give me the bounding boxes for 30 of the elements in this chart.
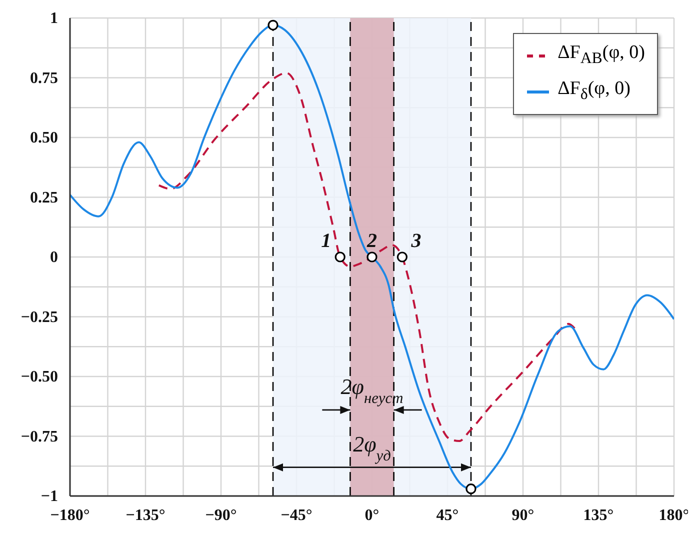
point — [334, 252, 346, 262]
y-tick-label: 1 — [50, 10, 58, 27]
x-tick-label: −45° — [280, 507, 312, 524]
x-tick-label: −90° — [205, 507, 237, 524]
legend-label: ΔF$_{AB}$(φ, 0) — [558, 41, 645, 69]
y-tick-label: −0.50 — [20, 368, 58, 386]
point — [366, 252, 378, 262]
x-tick-label: 90° — [512, 507, 534, 524]
y-tick-label: 0 — [50, 249, 58, 266]
annotation: 3 — [410, 230, 422, 252]
y-tick-label: −1 — [40, 488, 58, 505]
band-label: 2φ$_{неуст}$ — [340, 374, 404, 406]
y-tick-label: 0.25 — [30, 189, 58, 206]
point — [466, 484, 476, 494]
x-tick-label: 45° — [436, 507, 459, 524]
annotation: 1 — [321, 230, 332, 252]
y-tick-label: 0.50 — [30, 130, 58, 146]
y-tick-label: −0.25 — [20, 308, 58, 326]
legend-label: ΔF$_{δ}$(φ, 0) — [558, 76, 630, 105]
x-tick-label: 135° — [583, 507, 614, 524]
annotation: 2 — [366, 230, 377, 252]
x-tick-label: −180° — [50, 507, 90, 524]
y-tick-label: 0.75 — [30, 70, 58, 87]
x-tick-label: 180° — [658, 507, 690, 524]
y-tick-label: −0.75 — [20, 428, 58, 446]
band-label: 2φ$_{уд}$ — [353, 431, 392, 464]
point — [268, 20, 278, 30]
x-tick-label: −135° — [126, 507, 166, 524]
x-tick-label: 0° — [364, 507, 380, 524]
point — [396, 252, 408, 262]
